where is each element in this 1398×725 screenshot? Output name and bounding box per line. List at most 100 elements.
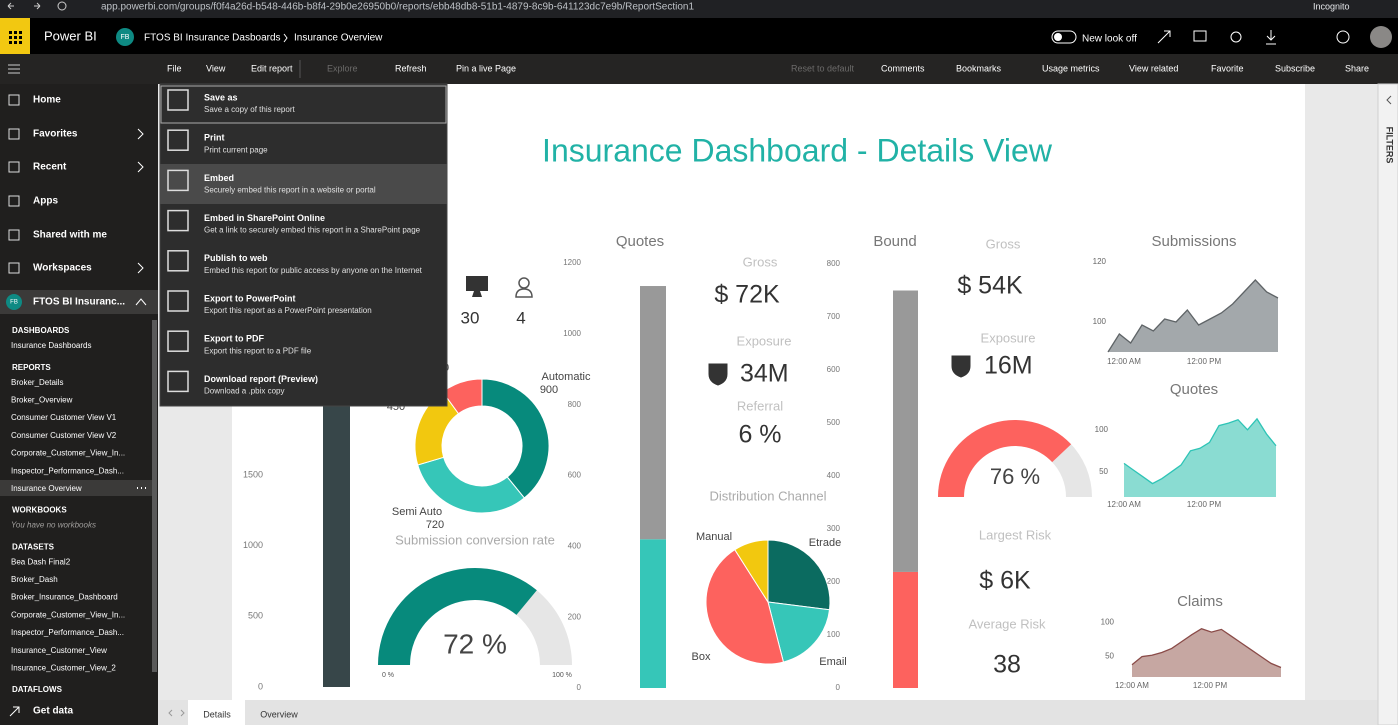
- breadcrumb-workspace[interactable]: FTOS BI Insurance Dasboards: [144, 33, 281, 44]
- nav-link[interactable]: Broker_Dash: [11, 575, 58, 584]
- page-tab[interactable]: Overview: [260, 709, 298, 719]
- active-tab[interactable]: [188, 700, 245, 725]
- chart-title: Quotes: [1170, 381, 1218, 398]
- report-title: Insurance Dashboard - Details View: [542, 132, 1053, 168]
- nav-link[interactable]: Insurance Overview: [11, 484, 82, 493]
- nav-link[interactable]: Broker_Overview: [11, 396, 73, 405]
- nav-item[interactable]: Home: [33, 95, 61, 106]
- toolbar-button[interactable]: Usage metrics: [1042, 63, 1100, 73]
- nav-link[interactable]: Corporate_Customer_View_In...: [11, 610, 125, 619]
- nav-workspace-row[interactable]: [0, 290, 158, 314]
- y-tick-label: 120: [1093, 257, 1107, 266]
- kpi-value: $ 6K: [979, 567, 1031, 595]
- nav-link[interactable]: Consumer Customer View V1: [11, 413, 117, 422]
- nav-link[interactable]: Consumer Customer View V2: [11, 431, 117, 440]
- menu-item-title[interactable]: Save as: [204, 92, 238, 102]
- donut-segment: [481, 378, 550, 499]
- toolbar-button[interactable]: Explore: [327, 63, 358, 73]
- kpi-value: $ 72K: [714, 281, 780, 309]
- filters-chevron[interactable]: [1386, 95, 1392, 105]
- header-icons[interactable]: [1157, 30, 1350, 45]
- menu-item-title[interactable]: Export to PowerPoint: [204, 293, 296, 303]
- toolbar-button[interactable]: Refresh: [395, 63, 427, 73]
- nav-item[interactable]: Workspaces: [33, 263, 92, 274]
- kpi-value: 30: [461, 308, 480, 327]
- browser-nav-icons[interactable]: [7, 2, 41, 10]
- line: [1123, 417, 1277, 485]
- menu-item-title[interactable]: Export to PDF: [204, 334, 265, 344]
- nav-chevron[interactable]: [137, 161, 144, 173]
- data-label: Etrade: [809, 537, 841, 549]
- filters-pane[interactable]: [1377, 83, 1398, 725]
- nav-link[interactable]: Insurance_Customer_View_2: [11, 664, 116, 673]
- nav-scrollbar[interactable]: [152, 320, 157, 672]
- nav-chevron[interactable]: [137, 262, 144, 274]
- nav-item[interactable]: Apps: [33, 196, 58, 207]
- breadcrumb-report[interactable]: Insurance Overview: [294, 33, 383, 44]
- hamburger[interactable]: [8, 64, 20, 74]
- pie-slice: [705, 548, 785, 665]
- kpi-value: 4: [516, 308, 525, 327]
- toolbar-button[interactable]: Bookmarks: [956, 63, 1002, 73]
- toggle[interactable]: [1051, 30, 1077, 44]
- nav-section-title: REPORTS: [12, 363, 51, 372]
- toolbar-button[interactable]: Favorite: [1211, 63, 1244, 73]
- toolbar-button[interactable]: View related: [1129, 63, 1178, 73]
- toolbar-button[interactable]: Share: [1345, 63, 1369, 73]
- nav-item[interactable]: Recent: [33, 162, 67, 173]
- menu-panel: [159, 83, 448, 407]
- tab-arrows[interactable]: [168, 709, 185, 717]
- nav-item[interactable]: Favorites: [33, 129, 78, 140]
- data-label: Manual: [696, 531, 732, 543]
- nav-icon: [8, 161, 20, 173]
- nav-link[interactable]: Corporate_Customer_View_In...: [11, 449, 125, 458]
- menu-item-title[interactable]: Embed: [204, 173, 234, 183]
- nav-icon: [8, 229, 20, 241]
- menu-item-description: Securely embed this report in a website …: [204, 186, 376, 195]
- toolbar-button[interactable]: Subscribe: [1275, 63, 1315, 73]
- kpi-label: Exposure: [737, 333, 792, 348]
- nav-section-title: WORKBOOKS: [12, 506, 67, 515]
- toolbar-button[interactable]: View: [206, 63, 226, 73]
- nav-link[interactable]: Insurance Dashboards: [11, 341, 92, 350]
- nav-link[interactable]: Inspector_Performance_Dash...: [11, 628, 124, 637]
- toolbar-button[interactable]: File: [167, 63, 182, 73]
- toolbar-button[interactable]: Comments: [881, 63, 925, 73]
- nav-link[interactable]: Inspector_Performance_Dash...: [11, 466, 124, 475]
- y-tick-label: 100: [1101, 618, 1115, 627]
- toolbar-button[interactable]: Pin a live Page: [456, 63, 516, 73]
- nav-link[interactable]: Bea Dash Final2: [11, 557, 71, 566]
- menu-item-title[interactable]: Embed in SharePoint Online: [204, 213, 325, 223]
- nav-chevron[interactable]: [135, 298, 147, 306]
- x-tick-label: 12:00 AM: [1115, 681, 1149, 690]
- avatar[interactable]: [1370, 26, 1392, 48]
- nav-item[interactable]: Shared with me: [33, 230, 107, 241]
- nav-pane: [0, 84, 158, 725]
- url[interactable]: app.powerbi.com/groups/f0f4a26d-b548-446…: [101, 2, 694, 13]
- y-tick-label: 200: [827, 577, 841, 586]
- y-tick-label: 600: [568, 471, 582, 480]
- toolbar-button[interactable]: Reset to default: [791, 63, 855, 73]
- nav-link[interactable]: Broker_Details: [11, 378, 63, 387]
- reload-icon[interactable]: [57, 1, 67, 11]
- filters-label[interactable]: FILTERS: [1385, 127, 1395, 164]
- nav-section-title: DATAFLOWS: [12, 685, 63, 694]
- file-menu: Save as Save a copy of this report Print Pr…: [159, 83, 448, 407]
- page-tab[interactable]: Details: [203, 709, 231, 719]
- data-label: Email: [819, 656, 847, 668]
- menu-item-title[interactable]: Print: [204, 133, 225, 143]
- menu-item-title[interactable]: Publish to web: [204, 253, 268, 263]
- nav-link[interactable]: Broker_Insurance_Dashboard: [11, 593, 118, 602]
- data-label: Box: [692, 651, 711, 663]
- menu-item-title[interactable]: Download report (Preview): [204, 374, 318, 384]
- get-data[interactable]: Get data: [33, 706, 73, 717]
- nav-link[interactable]: Insurance_Customer_View: [11, 646, 107, 655]
- menu-item-description: Export this report to a PDF file: [204, 346, 312, 355]
- kpi-label: Average Risk: [968, 616, 1046, 631]
- nav-workspace[interactable]: FTOS BI Insuranc...: [33, 297, 125, 308]
- gauge-value: [378, 567, 537, 665]
- menu-icon: [167, 250, 189, 272]
- toolbar-button[interactable]: Edit report: [251, 63, 293, 73]
- data-label: 720: [426, 519, 444, 531]
- nav-chevron[interactable]: [137, 128, 144, 140]
